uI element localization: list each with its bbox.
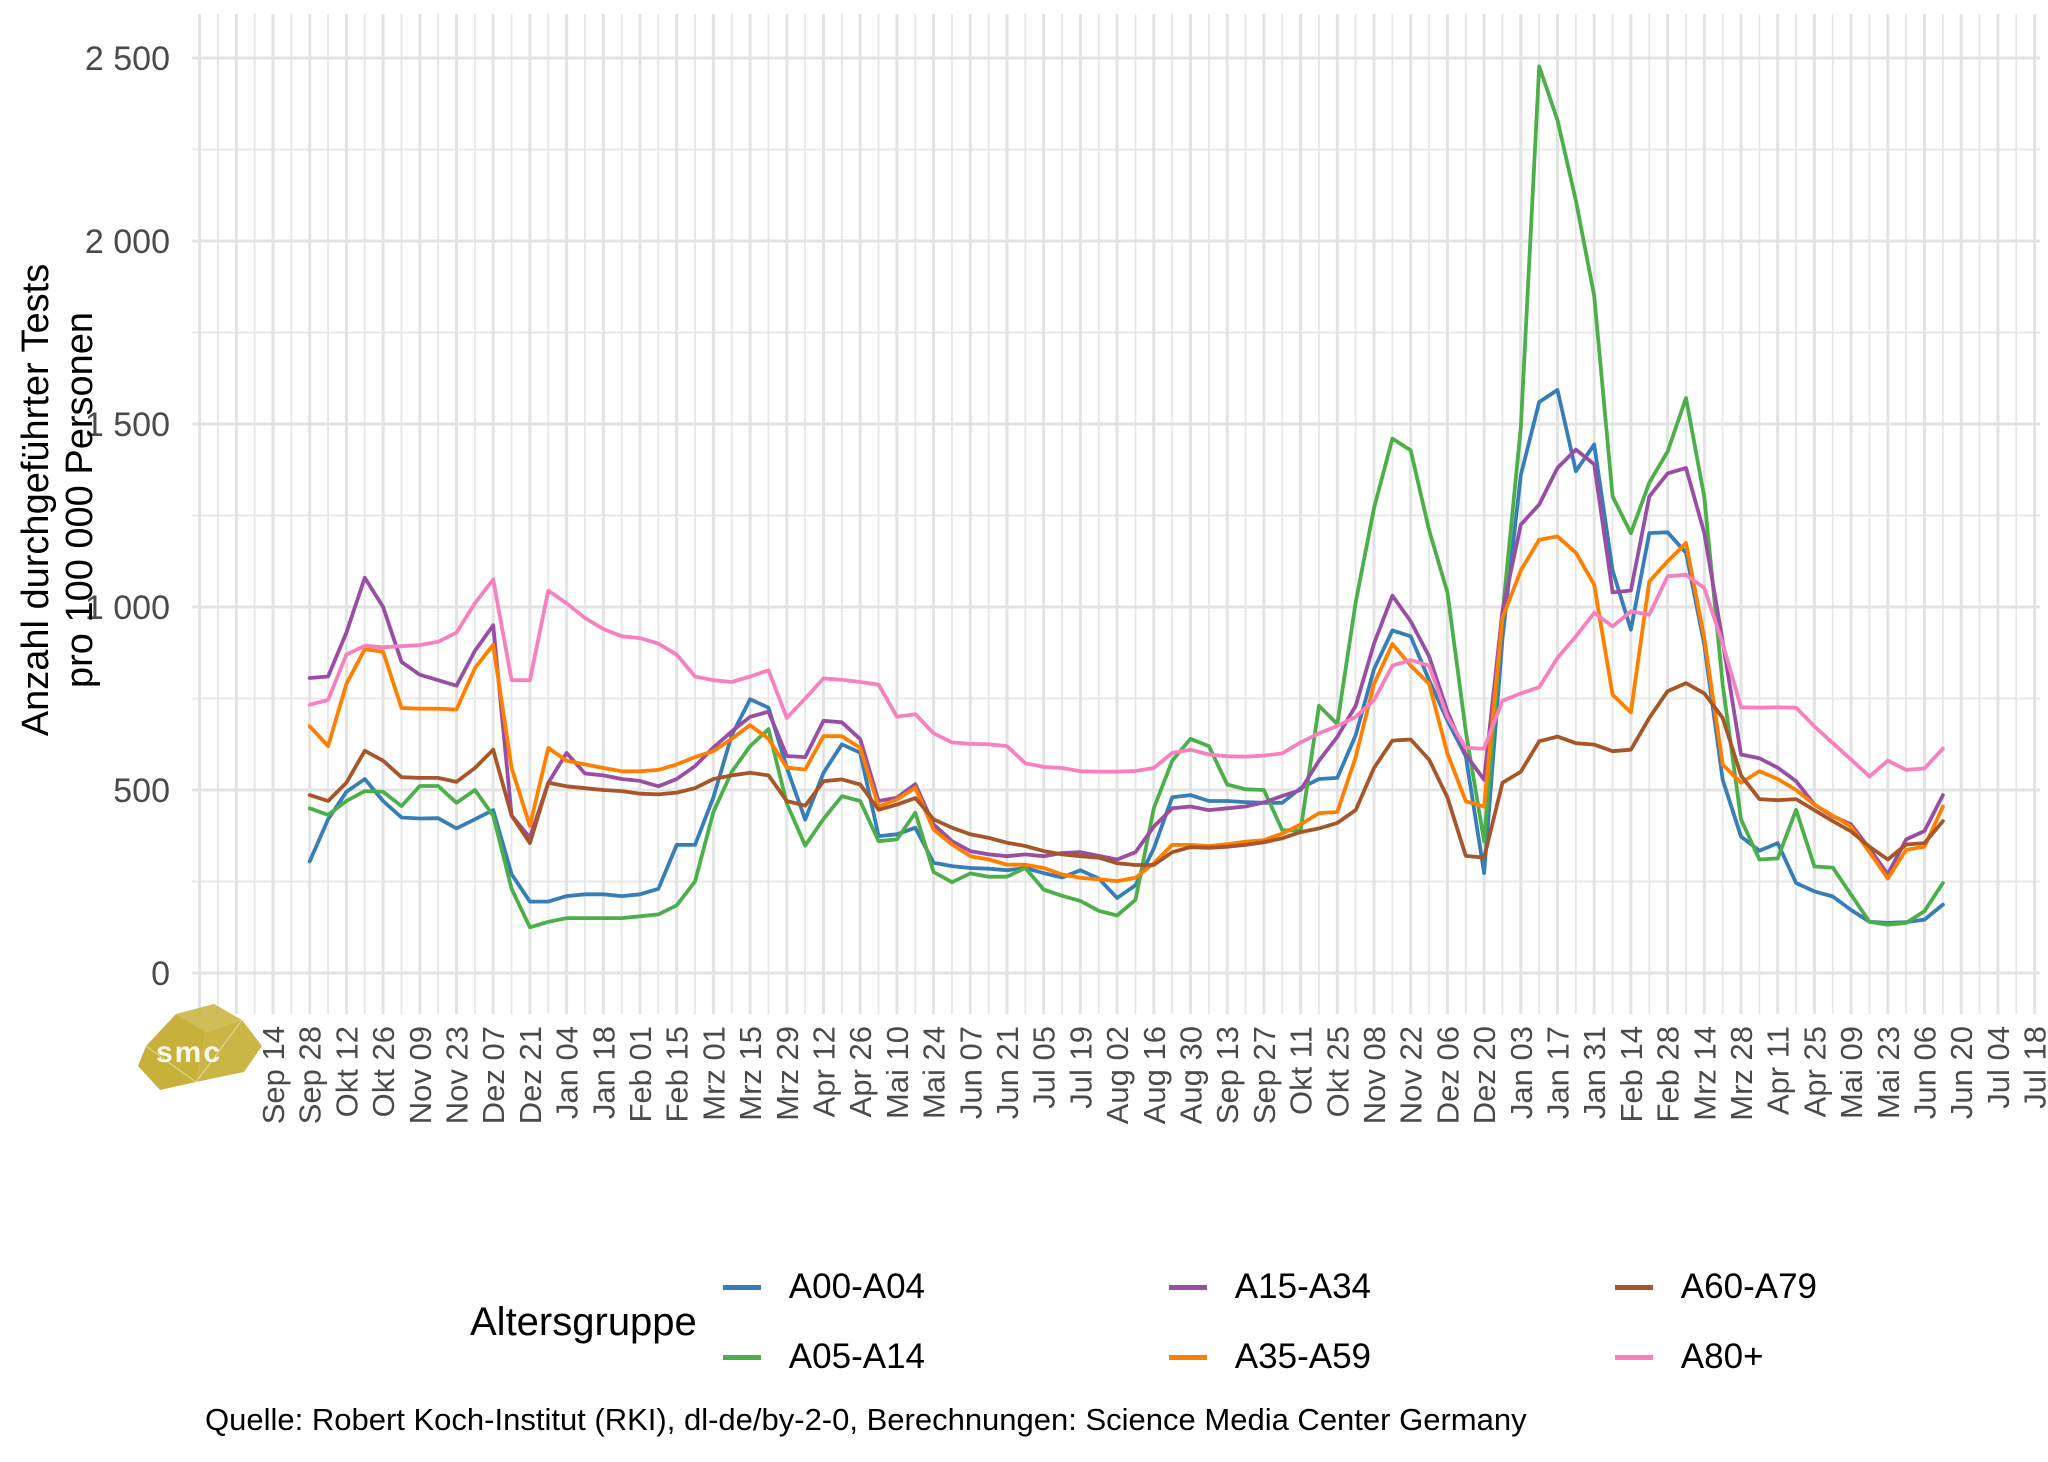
legend-title: Altersgruppe [470,1299,697,1344]
legend-item-a60-a79: A60-A79 [1614,1267,1915,1307]
svg-text:Jun 20: Jun 20 [1944,1026,1979,1119]
svg-text:2 000: 2 000 [85,223,170,261]
svg-text:Feb 28: Feb 28 [1651,1026,1686,1123]
svg-text:Jul 04: Jul 04 [1981,1026,2016,1109]
series-line-a35-a59 [307,534,1945,883]
svg-text:Jun 21: Jun 21 [990,1026,1025,1119]
x-axis-tick-labels: Sep 14 Sep 28 Okt 12 Okt 26 Nov 09 Nov 23 Dez … [256,1026,2048,1124]
svg-text:Mai 24: Mai 24 [917,1026,952,1119]
legend-item-a15-a34: A15-A34 [1168,1267,1615,1307]
svg-text:Dez 07: Dez 07 [476,1026,511,1124]
svg-text:Jan 04: Jan 04 [550,1026,585,1119]
svg-text:Anzahl durchgeführter Tests: Anzahl durchgeführter Tests [15,264,57,736]
svg-text:Jun 07: Jun 07 [953,1026,988,1119]
svg-text:Nov 22: Nov 22 [1394,1026,1429,1124]
legend-swatch-icon [1614,1284,1653,1290]
legend-swatch-icon [722,1284,761,1290]
svg-text:Sep 14: Sep 14 [256,1026,291,1124]
svg-text:Aug 02: Aug 02 [1100,1026,1135,1124]
series-line-a80- [307,572,1945,779]
svg-text:Jun 06: Jun 06 [1908,1026,1943,1119]
y-axis-tick-labels: 0 500 1 000 1 500 2 000 2 500 [85,40,170,993]
svg-text:Mrz 28: Mrz 28 [1724,1026,1759,1121]
svg-text:pro 100 000 Personen: pro 100 000 Personen [59,312,101,688]
svg-text:Dez 06: Dez 06 [1430,1026,1465,1124]
svg-text:Feb 14: Feb 14 [1614,1026,1649,1123]
svg-text:Okt 11: Okt 11 [1284,1026,1319,1115]
svg-text:Apr 25: Apr 25 [1797,1026,1832,1117]
series-line-a05-a14 [307,64,1945,930]
svg-text:Mrz 29: Mrz 29 [770,1026,805,1121]
svg-text:Mai 10: Mai 10 [880,1026,915,1119]
series-line-a15-a34 [307,447,1945,877]
svg-text:Aug 16: Aug 16 [1137,1026,1172,1124]
legend-label: A00-A04 [788,1267,926,1306]
svg-text:Jan 03: Jan 03 [1504,1026,1539,1119]
svg-text:Sep 27: Sep 27 [1247,1026,1282,1124]
legend-label: A35-A59 [1234,1337,1372,1376]
svg-text:Mai 09: Mai 09 [1834,1026,1869,1119]
svg-text:1 000: 1 000 [85,589,170,627]
svg-text:Nov 09: Nov 09 [403,1026,438,1124]
legend-item-a80-: A80+ [1614,1337,1915,1377]
svg-text:Apr 12: Apr 12 [807,1026,842,1117]
svg-text:Okt 26: Okt 26 [366,1026,401,1117]
legend-label: A80+ [1680,1337,1764,1376]
legend-swatch-icon [722,1354,761,1360]
chart-legend: Altersgruppe A00-A04 A15-A34 A60-A79 A05-A1… [470,1252,1915,1392]
svg-text:500: 500 [113,772,170,810]
source-attribution: Quelle: Robert Koch-Institut (RKI), dl-d… [205,1402,1527,1437]
legend-swatch-icon [1168,1284,1207,1290]
svg-text:Mrz 14: Mrz 14 [1687,1026,1722,1121]
svg-text:0: 0 [151,955,170,993]
smc-watermark-logo: smc [138,1004,262,1090]
svg-text:Sep 28: Sep 28 [293,1026,328,1124]
legend-items: A00-A04 A15-A34 A60-A79 A05-A14 A35-A59 A80+ [722,1252,1915,1392]
svg-text:smc: smc [156,1036,222,1069]
legend-label: A15-A34 [1234,1267,1372,1306]
svg-text:Okt 25: Okt 25 [1320,1026,1355,1117]
svg-text:Jul 18: Jul 18 [2018,1026,2048,1109]
svg-text:Sep 13: Sep 13 [1210,1026,1245,1124]
svg-text:Aug 30: Aug 30 [1174,1026,1209,1124]
svg-text:Apr 11: Apr 11 [1761,1026,1796,1115]
svg-text:Jan 18: Jan 18 [586,1026,621,1119]
legend-label: A05-A14 [788,1337,926,1376]
legend-swatch-icon [1168,1354,1207,1360]
svg-text:Nov 08: Nov 08 [1357,1026,1392,1124]
svg-text:Nov 23: Nov 23 [440,1026,475,1124]
svg-text:Okt 12: Okt 12 [329,1026,364,1117]
svg-text:Mrz 15: Mrz 15 [733,1026,768,1121]
svg-text:Jan 17: Jan 17 [1541,1026,1576,1119]
legend-swatch-icon [1614,1354,1653,1360]
legend-label: A60-A79 [1680,1267,1818,1306]
legend-item-a00-a04: A00-A04 [722,1267,1169,1307]
svg-text:Feb 01: Feb 01 [623,1026,658,1123]
svg-text:Mai 23: Mai 23 [1871,1026,1906,1119]
legend-item-a35-a59: A35-A59 [1168,1337,1615,1377]
svg-text:1 500: 1 500 [85,406,170,444]
svg-text:Jul 19: Jul 19 [1063,1026,1098,1109]
svg-text:2 500: 2 500 [85,40,170,78]
svg-text:Feb 15: Feb 15 [660,1026,695,1123]
svg-text:Apr 26: Apr 26 [843,1026,878,1117]
svg-text:Dez 20: Dez 20 [1467,1026,1502,1124]
svg-text:Jan 31: Jan 31 [1577,1026,1612,1119]
legend-item-a05-a14: A05-A14 [722,1337,1169,1377]
series-line-a60-a79 [307,681,1945,867]
series-line-a00-a04 [307,388,1945,925]
svg-text:Mrz 01: Mrz 01 [696,1026,731,1121]
y-axis-title: Anzahl durchgeführter Tests pro 100 000 P… [15,264,101,736]
svg-text:Jul 05: Jul 05 [1027,1026,1062,1109]
svg-text:Dez 21: Dez 21 [513,1026,548,1124]
